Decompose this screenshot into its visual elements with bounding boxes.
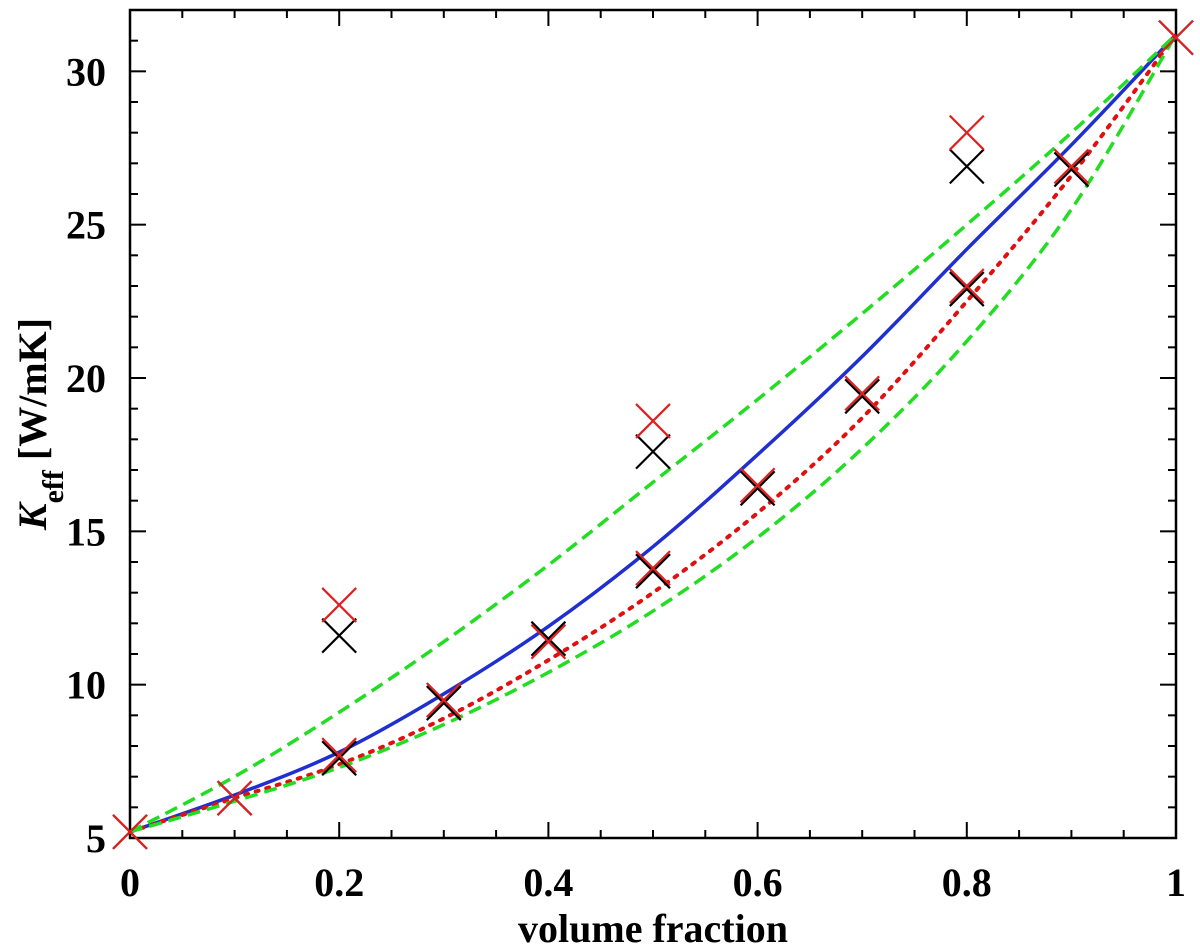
series-5-marker <box>844 375 880 412</box>
series-5-marker <box>949 268 985 304</box>
y-axis-title-unit: [W/mK] <box>10 318 55 470</box>
series-5-marker <box>635 403 671 439</box>
x-tick-label: 0.4 <box>523 860 573 905</box>
y-axis-title-subscript: eff <box>37 469 70 503</box>
series-5-marker <box>1053 148 1090 185</box>
x-tick-label: 1 <box>1166 860 1186 905</box>
series-4-marker <box>1053 151 1090 188</box>
y-axis-title-main: K <box>10 501 55 531</box>
x-axis-title: volume fraction <box>518 906 788 949</box>
series-0-line-solid <box>129 33 1178 834</box>
series-4-marker <box>321 740 357 777</box>
y-tick-label: 15 <box>66 509 106 554</box>
y-axis-title: Keff [W/mK] <box>10 318 70 531</box>
series-5-marker <box>1158 19 1194 56</box>
x-tick-label: 0.2 <box>314 860 364 905</box>
series-4-marker <box>739 470 776 507</box>
series-4-marker <box>530 620 567 657</box>
x-tick-label: 0.6 <box>733 860 783 905</box>
series-4-marker <box>635 553 671 589</box>
series-5-marker <box>321 587 357 623</box>
x-tick-label: 0.8 <box>942 860 992 905</box>
series-4-marker <box>426 685 462 721</box>
y-tick-label: 30 <box>66 49 106 94</box>
series-2-line-dashed <box>129 33 1178 834</box>
series-5-marker <box>321 737 357 773</box>
series-1-line-dotted <box>128 32 1178 834</box>
series-layer <box>112 19 1194 850</box>
series-5-marker <box>112 814 148 850</box>
x-tick-label: 0 <box>120 860 140 905</box>
series-3-line-dashed <box>129 33 1178 834</box>
series-4-marker <box>949 148 985 185</box>
series-5-marker <box>216 780 253 816</box>
series-5-marker <box>949 114 985 151</box>
x-ticks: 0 0.2 0.4 0.6 0.8 1 <box>120 10 1186 905</box>
y-tick-label: 20 <box>66 356 106 401</box>
series-4-marker <box>949 271 985 307</box>
series-5-marker <box>739 467 776 504</box>
series-5-marker <box>426 682 462 718</box>
y-ticks: 5 10 15 20 25 30 <box>66 9 1176 861</box>
series-5-marker <box>635 550 671 586</box>
series-5-marker <box>530 623 567 660</box>
plot-frame <box>128 8 1178 840</box>
series-4-marker <box>321 617 357 654</box>
y-tick-label: 10 <box>66 663 106 708</box>
series-4-marker <box>635 433 671 470</box>
y-tick-label: 5 <box>86 816 106 861</box>
series-4-marker <box>844 378 880 415</box>
y-tick-label: 25 <box>66 203 106 248</box>
